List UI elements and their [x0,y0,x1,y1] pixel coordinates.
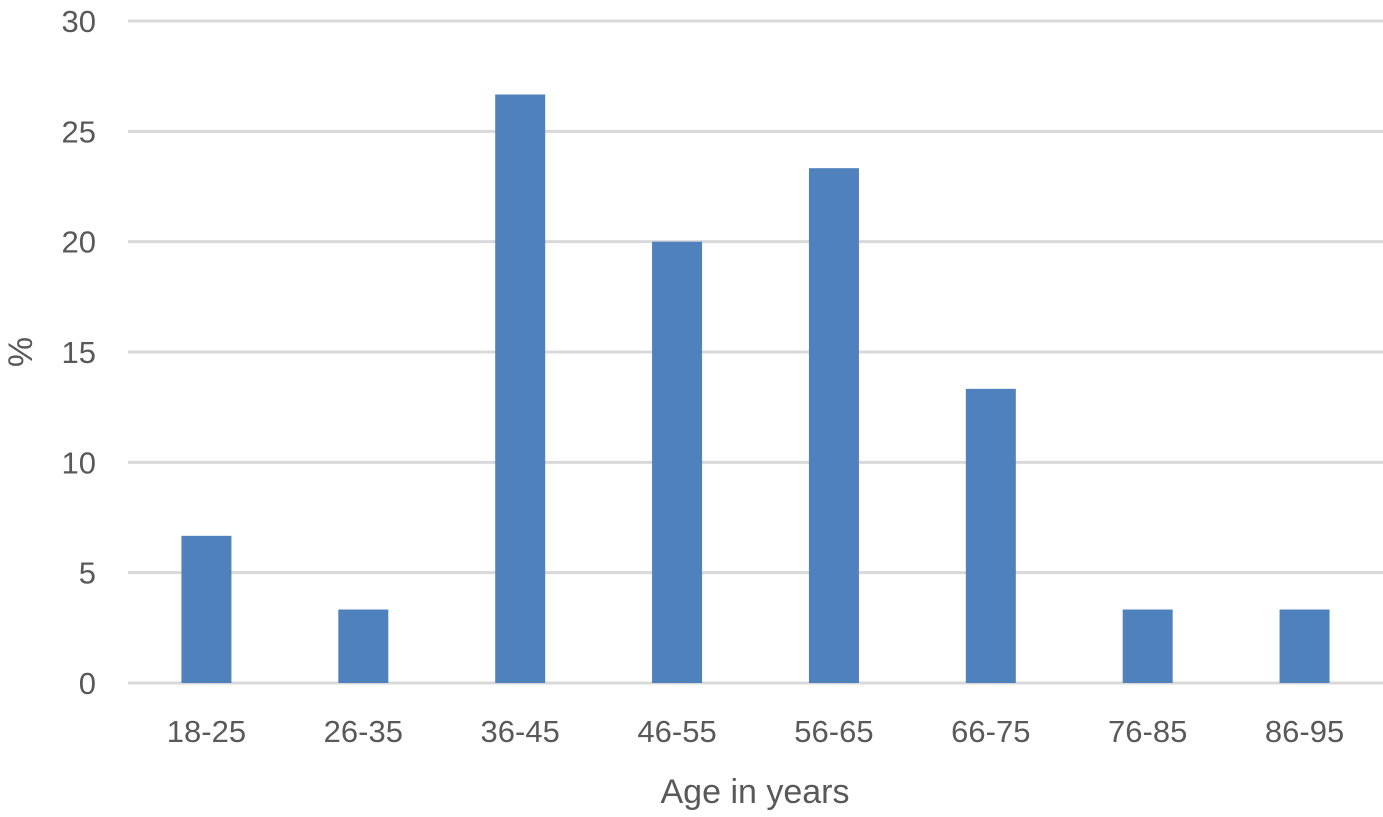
y-tick-label: 30 [62,4,96,39]
bar-26-35 [338,609,389,683]
y-tick-label: 5 [79,556,96,591]
x-tick-label: 26-35 [324,714,403,749]
y-axis-ticks: 0 5 10 15 20 25 30 [62,4,96,701]
x-tick-label: 86-95 [1265,714,1344,749]
bar-46-55 [652,241,703,683]
y-tick-label: 10 [62,445,96,480]
x-tick-label: 76-85 [1108,714,1187,749]
bar-18-25 [181,535,232,683]
y-tick-label: 20 [62,225,96,260]
y-axis-title: % [2,337,40,367]
y-tick-label: 15 [62,335,96,370]
bar-36-45 [495,94,546,684]
x-tick-label: 56-65 [794,714,873,749]
bar-66-75 [965,388,1016,683]
x-tick-label: 66-75 [951,714,1030,749]
x-tick-label: 18-25 [167,714,246,749]
gridlines [128,19,1383,685]
bar-76-85 [1122,609,1173,683]
x-axis-ticks: 18-25 26-35 36-45 46-55 56-65 66-75 76-85 86-95 [167,714,1344,749]
bar-56-65 [808,168,859,683]
bar-86-95 [1279,609,1330,683]
x-tick-label: 46-55 [637,714,716,749]
y-tick-label: 25 [62,114,96,149]
x-tick-label: 36-45 [481,714,560,749]
bars [181,94,1330,684]
x-axis-title: Age in years [661,773,850,811]
y-tick-label: 0 [79,666,96,701]
